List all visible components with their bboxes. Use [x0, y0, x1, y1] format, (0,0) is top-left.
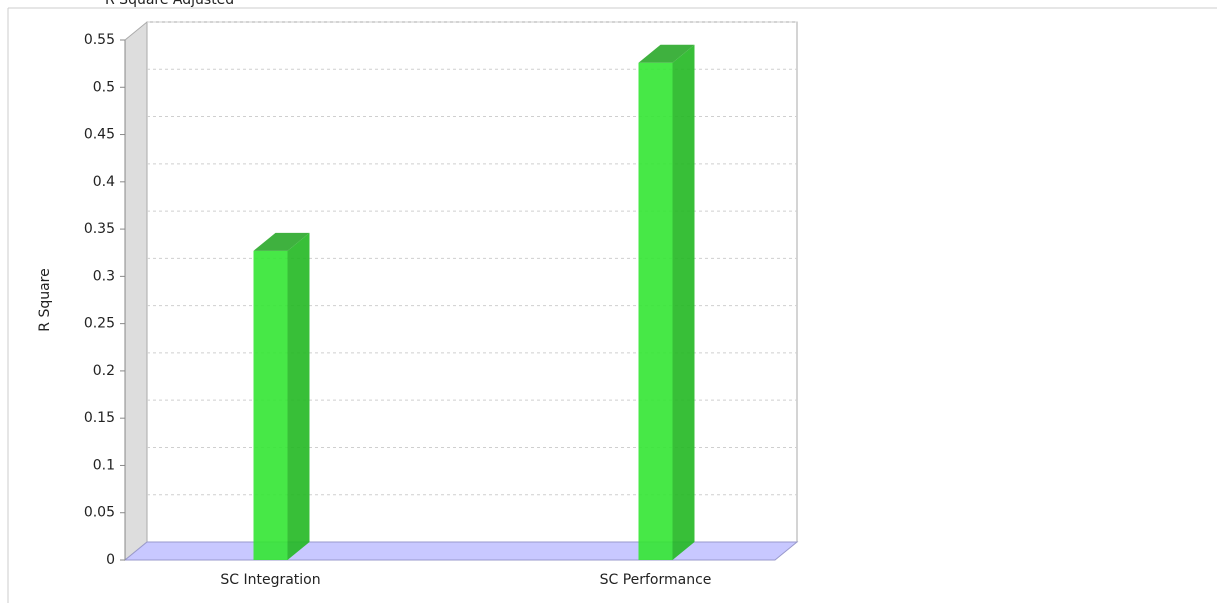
y-tick-label: 0.55: [84, 32, 115, 48]
y-axis-title: R Square: [37, 268, 53, 331]
y-tick-label: 0: [106, 552, 115, 568]
y-tick-label: 0.1: [93, 457, 115, 473]
back-wall: [147, 22, 797, 542]
y-tick-label: 0.05: [84, 505, 115, 521]
bar: [639, 45, 695, 560]
y-tick-label: 0.2: [93, 363, 115, 379]
bar-front: [254, 251, 288, 560]
bar-side: [673, 45, 695, 560]
y-tick-label: 0.15: [84, 410, 115, 426]
y-tick-label: 0.5: [93, 79, 115, 95]
chart: R Square Adjusted R Square 0 0.05 0.1 0.15 0…: [0, 0, 1217, 603]
chart-title: R Square Adjusted: [105, 0, 234, 8]
bar: [254, 233, 310, 560]
y-tick-label: 0.35: [84, 221, 115, 237]
y-tick-label: 0.45: [84, 127, 115, 143]
floor: [125, 542, 797, 560]
page: {"chart_data": {"type": "bar", "title": …: [0, 0, 1217, 603]
bar-front: [639, 63, 673, 560]
y-tick-label: 0.3: [93, 268, 115, 284]
side-wall: [125, 22, 147, 560]
bar-side: [288, 233, 310, 560]
y-tick-label: 0.4: [93, 174, 115, 190]
x-tick-label: SC Integration: [220, 572, 320, 588]
y-tick-label: 0.25: [84, 316, 115, 332]
x-tick-label: SC Performance: [600, 572, 712, 588]
